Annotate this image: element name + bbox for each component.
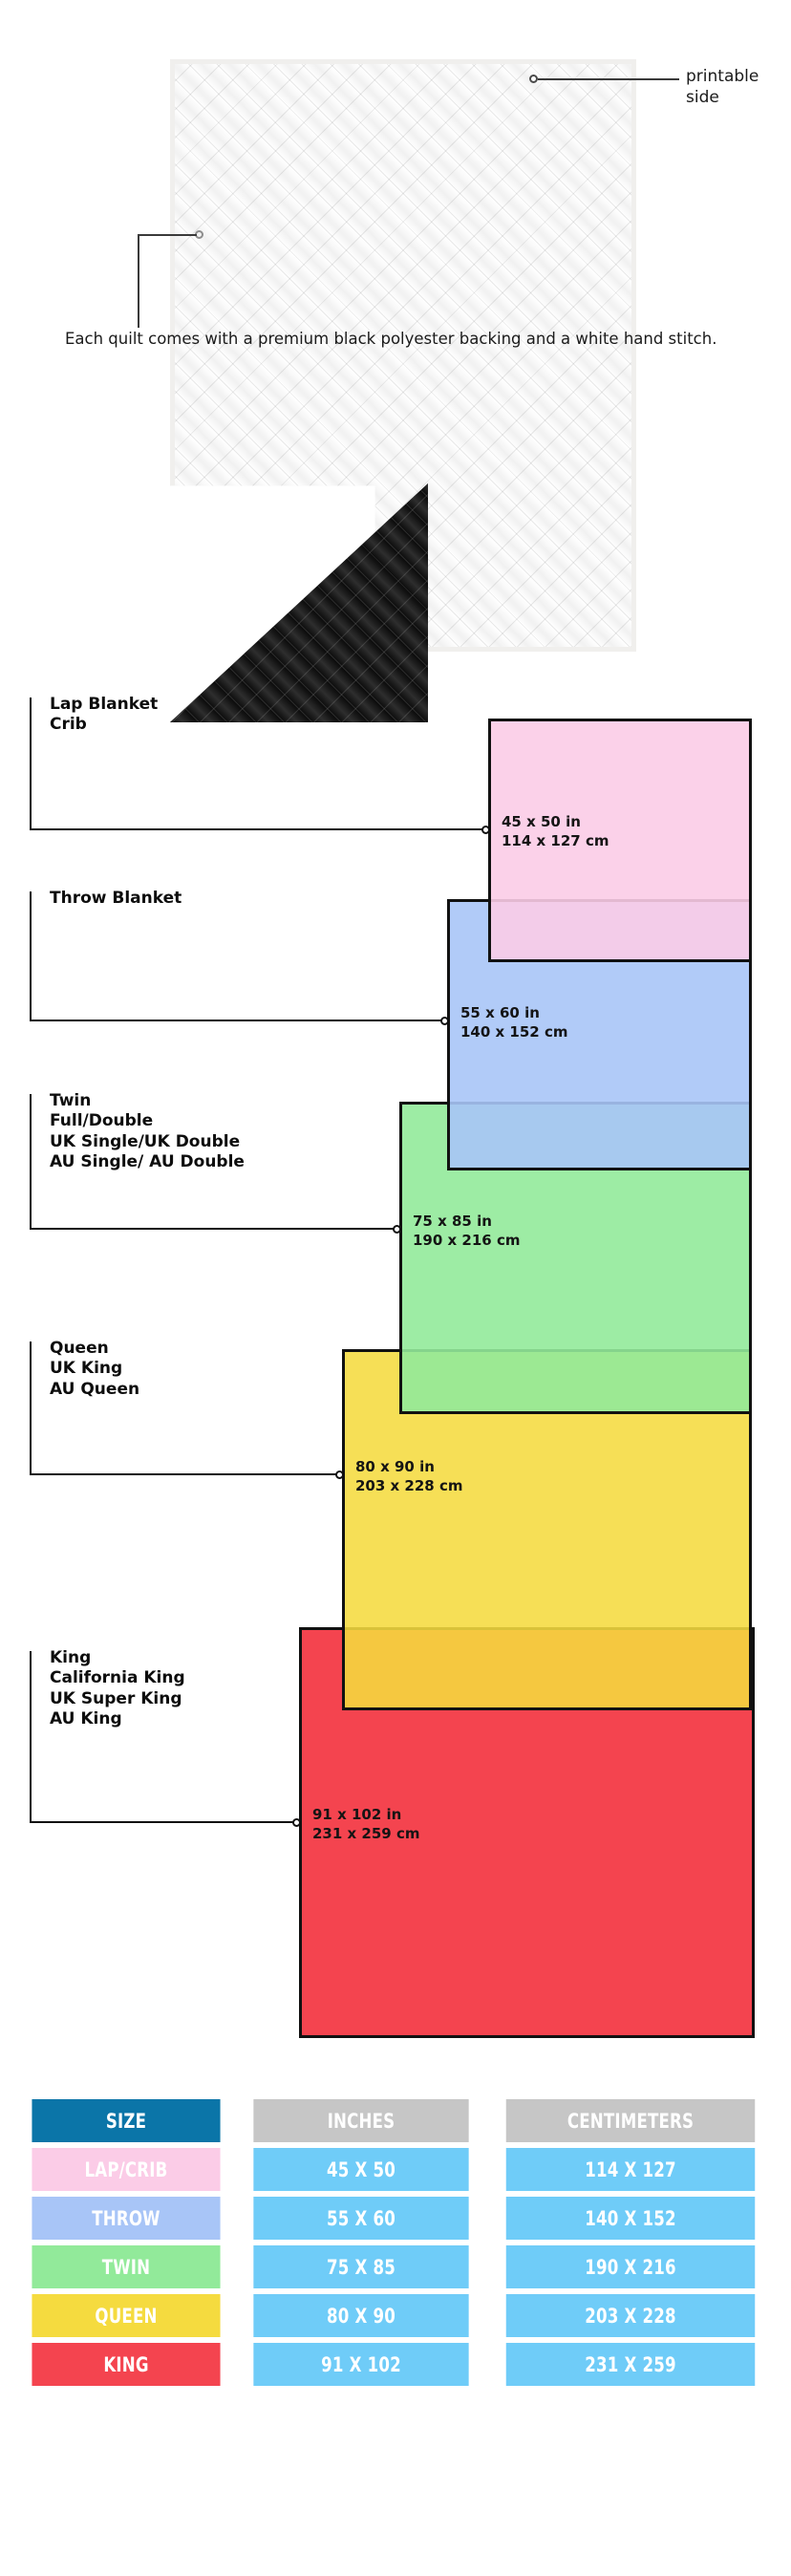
leader-dot-queen [335,1470,344,1479]
table-row: LAP/CRIB 45 X 50 114 X 127 [19,2148,772,2191]
size-rect-throw [447,899,752,1170]
table-cell-inches: 75 X 85 [253,2245,469,2288]
quilt-black-backing [170,483,428,722]
table-row: THROW 55 X 60 140 X 152 [19,2197,772,2240]
table-row: QUEEN 80 X 90 203 X 228 [19,2294,772,2337]
group-label-queen: Queen UK King AU Queen [50,1339,140,1399]
size-table: SIZE INCHES CENTIMETERS LAP/CRIB 45 X 50… [19,2099,772,2392]
leader-twin [30,1094,396,1230]
table-cell-size: KING [32,2343,221,2386]
table-cell-size: QUEEN [32,2294,221,2337]
leader-king [30,1651,296,1823]
table-header-centimeters: CENTIMETERS [505,2099,756,2142]
size-dims-king: 91 x 102 in 231 x 259 cm [312,1806,420,1842]
table-header-size: SIZE [32,2099,221,2142]
printable-side-dot-icon [529,75,538,83]
size-rect-king [299,1627,755,2038]
leader-dot-twin [393,1225,401,1234]
backing-leader-vertical [138,234,139,328]
leader-dot-throw [440,1017,449,1025]
table-cell-inches: 55 X 60 [253,2197,469,2240]
size-dims-throw: 55 x 60 in 140 x 152 cm [460,1004,568,1041]
leader-dot-lap-crib [481,826,490,834]
group-label-lap-crib: Lap Blanket Crib [50,695,159,735]
table-cell-inches: 80 X 90 [253,2294,469,2337]
size-rect-queen [342,1349,752,1710]
table-cell-centimeters: 231 X 259 [505,2343,756,2386]
group-label-throw: Throw Blanket [50,889,182,908]
table-cell-centimeters: 203 X 228 [505,2294,756,2337]
quilt-hero-illustration: printable side Each quilt comes with a p… [0,0,791,722]
table-cell-size: TWIN [32,2245,221,2288]
leader-dot-king [292,1818,301,1827]
table-cell-centimeters: 140 X 152 [505,2197,756,2240]
size-dims-queen: 80 x 90 in 203 x 228 cm [355,1458,463,1494]
table-cell-size: LAP/CRIB [32,2148,221,2191]
table-header-inches: INCHES [253,2099,469,2142]
size-dims-twin: 75 x 85 in 190 x 216 cm [413,1213,521,1249]
printable-side-leader-line [538,78,679,80]
group-label-twin: Twin Full/Double UK Single/UK Double AU … [50,1091,245,1172]
table-row: KING 91 X 102 231 X 259 [19,2343,772,2386]
size-rect-lap-crib [488,719,752,962]
leader-throw [30,891,444,1021]
leader-queen [30,1342,339,1475]
backing-leader-horizontal [138,234,197,236]
table-cell-inches: 91 X 102 [253,2343,469,2386]
quilt-image [170,59,636,722]
table-cell-centimeters: 190 X 216 [505,2245,756,2288]
hero-caption-text: Each quilt comes with a premium black po… [65,330,717,348]
table-cell-inches: 45 X 50 [253,2148,469,2191]
size-rect-twin [399,1102,752,1414]
table-row: TWIN 75 X 85 190 X 216 [19,2245,772,2288]
table-header-row: SIZE INCHES CENTIMETERS [19,2099,772,2142]
table-cell-size: THROW [32,2197,221,2240]
size-dims-lap-crib: 45 x 50 in 114 x 127 cm [502,813,609,849]
group-label-king: King California King UK Super King AU Ki… [50,1648,185,1729]
printable-side-label: printable side [686,67,759,107]
table-cell-centimeters: 114 X 127 [505,2148,756,2191]
